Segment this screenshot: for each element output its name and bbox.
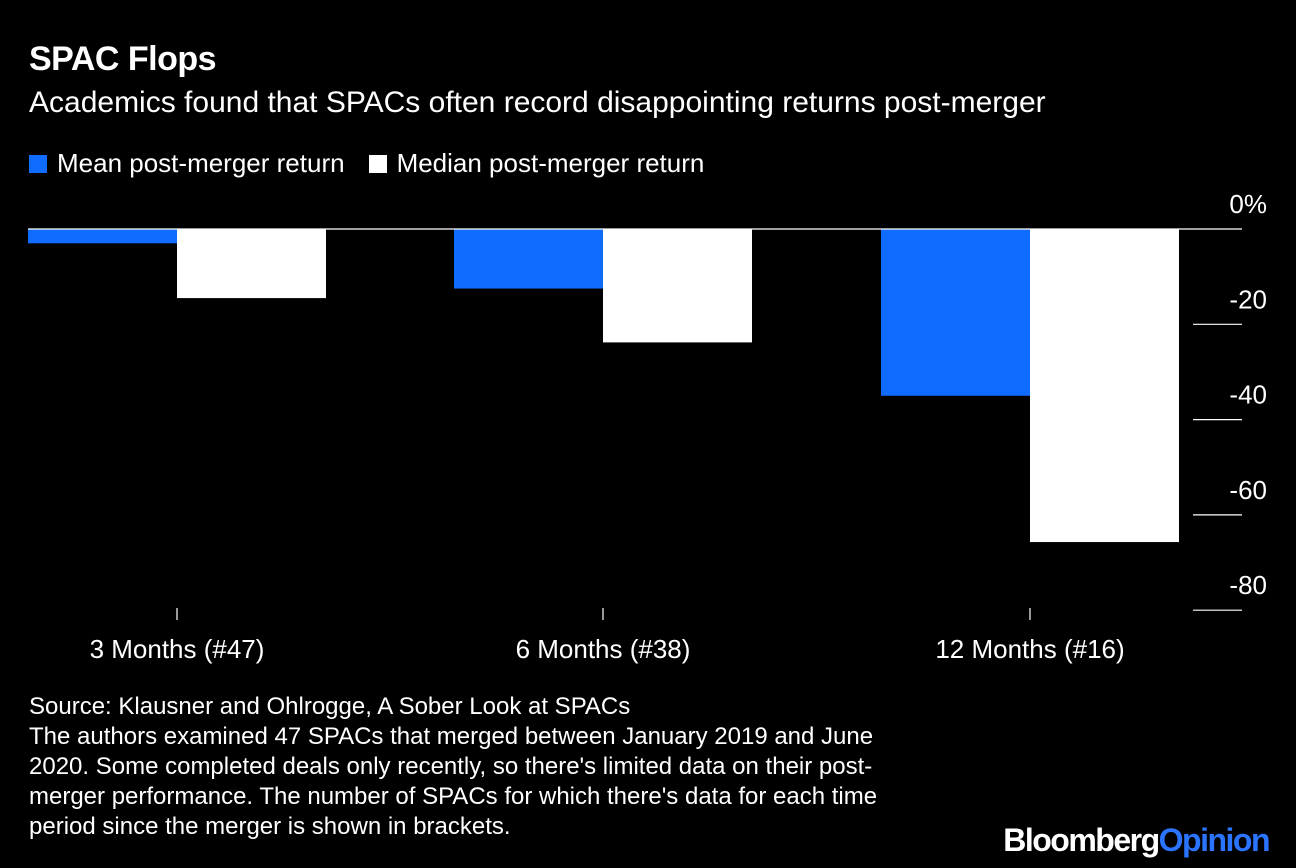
- brand-suffix: Opinion: [1158, 822, 1271, 858]
- brand-name: Bloomberg: [1003, 822, 1160, 858]
- legend-label-median: Median post-merger return: [396, 148, 705, 178]
- bar-median: [603, 229, 752, 343]
- legend-label-mean: Mean post-merger return: [57, 148, 345, 178]
- legend-swatch-median: [368, 154, 387, 173]
- legend-item-mean: Mean post-merger return: [29, 148, 345, 179]
- legend: Mean post-merger return Median post-merg…: [29, 148, 728, 179]
- x-tick-label: 12 Months (#16): [935, 634, 1124, 664]
- bar-median: [177, 229, 326, 299]
- y-tick-label: -40: [1229, 380, 1267, 410]
- y-tick-label: -20: [1229, 284, 1267, 314]
- note-line: merger performance. The number of SPACs …: [29, 783, 878, 810]
- source-line: Source: Klausner and Ohlrogge, A Sober L…: [29, 693, 631, 720]
- note-line: 2020. Some completed deals only recently…: [29, 753, 873, 780]
- bar-mean: [881, 229, 1030, 396]
- note-line: period since the merger is shown in brac…: [29, 813, 511, 840]
- bar-mean: [454, 229, 603, 289]
- chart-title: SPAC Flops: [29, 40, 217, 78]
- bar-median: [1030, 229, 1179, 543]
- legend-swatch-mean: [29, 154, 47, 173]
- note-line: The authors examined 47 SPACs that merge…: [29, 723, 874, 750]
- y-tick-label: 0%: [1229, 189, 1267, 219]
- bar-chart: 0% -20 -40 -60 -80 3 Months (#47) 6 Months (#3…: [28, 189, 1267, 664]
- legend-item-median: Median post-merger return: [368, 148, 705, 179]
- chart-subtitle: Academics found that SPACs often record …: [29, 86, 1046, 119]
- x-tick-label: 3 Months (#47): [90, 634, 265, 664]
- bloomberg-opinion-logo: BloombergOpinion: [1003, 822, 1271, 859]
- y-tick-label: -60: [1229, 475, 1267, 505]
- footer: Source: Klausner and Ohlrogge, A Sober L…: [29, 692, 1009, 842]
- y-tick-label: -80: [1229, 570, 1267, 600]
- x-tick-label: 6 Months (#38): [516, 634, 691, 664]
- bar-mean: [28, 229, 177, 244]
